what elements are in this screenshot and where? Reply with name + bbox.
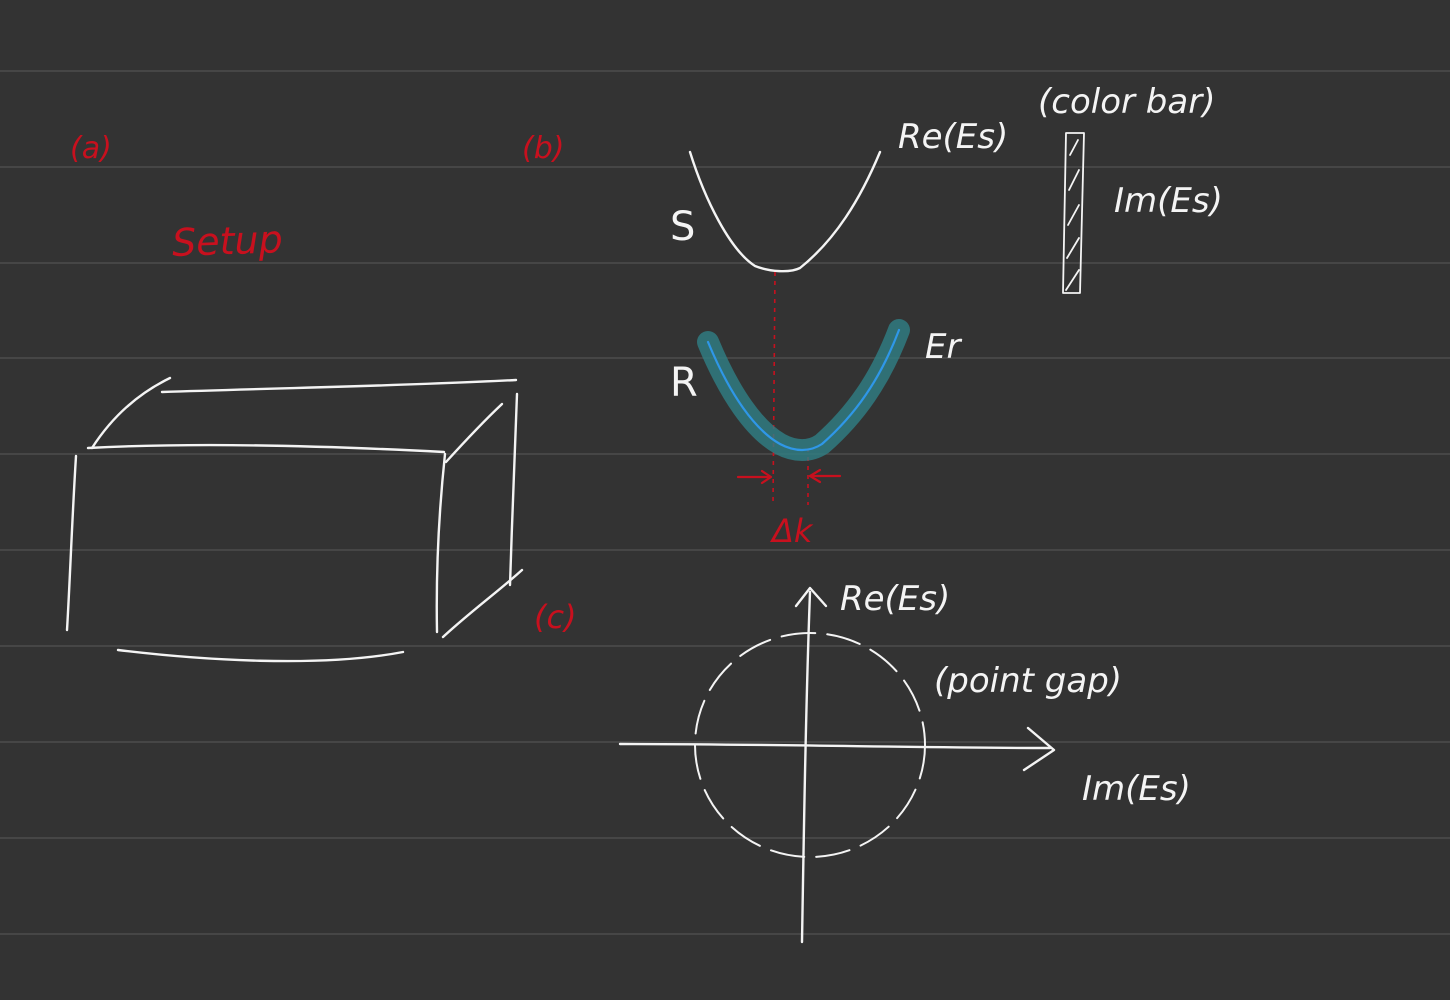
- surface-curve-label: Re(Es): [898, 117, 1008, 157]
- shift-arrows: [736, 468, 842, 485]
- panel-c: (c) Re(Es) Im(Es) (point gap): [534, 579, 1191, 944]
- shift-label: Δk: [769, 512, 814, 550]
- reservoir-label: R: [670, 360, 698, 406]
- horizontal-axis: [618, 742, 1052, 750]
- horizontal-axis-arrowhead: [1022, 726, 1056, 772]
- panel-a-title: Setup: [171, 217, 283, 265]
- surface-label: S: [670, 204, 695, 250]
- reference-line-left: [772, 271, 776, 506]
- colorbar: [1062, 132, 1085, 294]
- panel-a: (a) Setup: [65, 131, 524, 663]
- setup-box-sketch: [65, 376, 524, 663]
- point-gap-loop: [694, 632, 926, 858]
- panel-c-label: (c): [534, 598, 577, 636]
- vertical-axis: [800, 590, 812, 944]
- reservoir-band-curve: [697, 319, 910, 461]
- panel-b: (b) S Re(Es) (color bar) Im(Es) R Er: [522, 82, 1223, 550]
- x-axis-label: Im(Es): [1082, 769, 1191, 809]
- point-gap-annotation: (point gap): [934, 661, 1122, 701]
- panel-b-label: (b): [522, 131, 564, 166]
- reservoir-curve-label: Er: [925, 327, 962, 367]
- panel-a-label: (a): [70, 131, 112, 166]
- ruled-lines: [0, 70, 1450, 935]
- surface-band-curve: [688, 150, 882, 273]
- colorbar-label: (color bar): [1038, 82, 1215, 122]
- y-axis-label: Re(Es): [840, 579, 950, 619]
- vertical-axis-arrowhead: [794, 586, 828, 608]
- colorbar-axis-label: Im(Es): [1114, 181, 1223, 221]
